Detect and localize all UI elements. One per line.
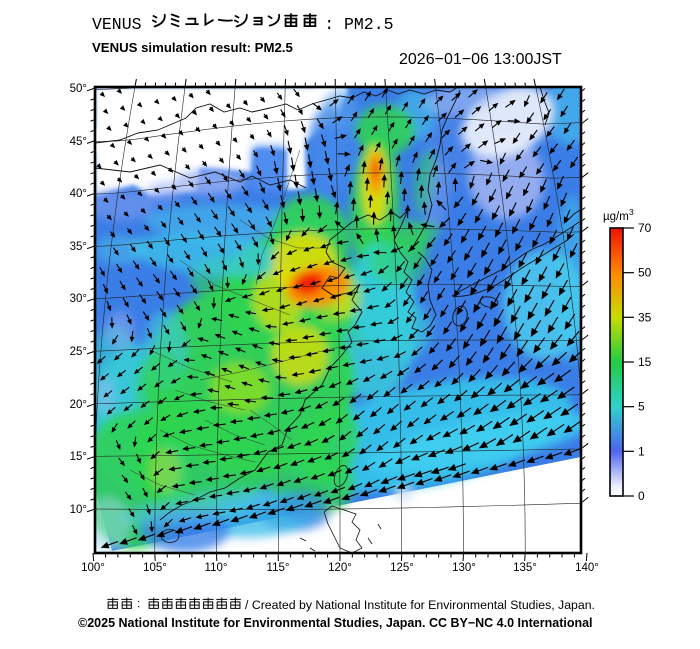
svg-text:µg/m: µg/m — [603, 211, 629, 223]
svg-text:135°: 135° — [513, 562, 537, 574]
svg-text:35: 35 — [638, 310, 652, 324]
svg-text:©2025 National Institute for E: ©2025 National Institute for Environment… — [78, 616, 593, 630]
svg-text:0: 0 — [638, 489, 645, 503]
svg-text:5: 5 — [638, 400, 645, 414]
svg-text:15: 15 — [638, 355, 652, 369]
svg-text:140°: 140° — [575, 562, 599, 574]
svg-text:3: 3 — [629, 207, 634, 217]
svg-text:130°: 130° — [452, 562, 476, 574]
svg-text:100°: 100° — [81, 562, 105, 574]
svg-text:30°: 30° — [70, 293, 87, 305]
svg-text:105°: 105° — [143, 562, 167, 574]
svg-text:120°: 120° — [328, 562, 352, 574]
svg-text:115°: 115° — [267, 562, 290, 574]
svg-text:35°: 35° — [70, 241, 87, 253]
svg-text:VENUS simulation result: PM2.5: VENUS simulation result: PM2.5 — [92, 40, 293, 55]
svg-text:45°: 45° — [70, 136, 87, 148]
svg-text:15°: 15° — [70, 451, 87, 463]
svg-text:VENUS: VENUS — [92, 15, 142, 34]
svg-text:1: 1 — [638, 444, 645, 458]
svg-text:40°: 40° — [70, 188, 87, 200]
svg-text:70: 70 — [638, 221, 652, 235]
svg-text:50: 50 — [638, 266, 652, 280]
svg-text:125°: 125° — [390, 562, 414, 574]
svg-text:25°: 25° — [70, 346, 87, 358]
svg-text:2026−01−06 13:00JST: 2026−01−06 13:00JST — [399, 51, 562, 68]
svg-text:: PM2.5: : PM2.5 — [324, 15, 393, 34]
svg-text:20°: 20° — [70, 399, 87, 411]
svg-text:110°: 110° — [205, 562, 228, 574]
svg-text:/ Created by National Institut: / Created by National Institute for Envi… — [245, 598, 595, 612]
svg-text:10°: 10° — [70, 504, 87, 516]
svg-text:50°: 50° — [70, 83, 87, 95]
